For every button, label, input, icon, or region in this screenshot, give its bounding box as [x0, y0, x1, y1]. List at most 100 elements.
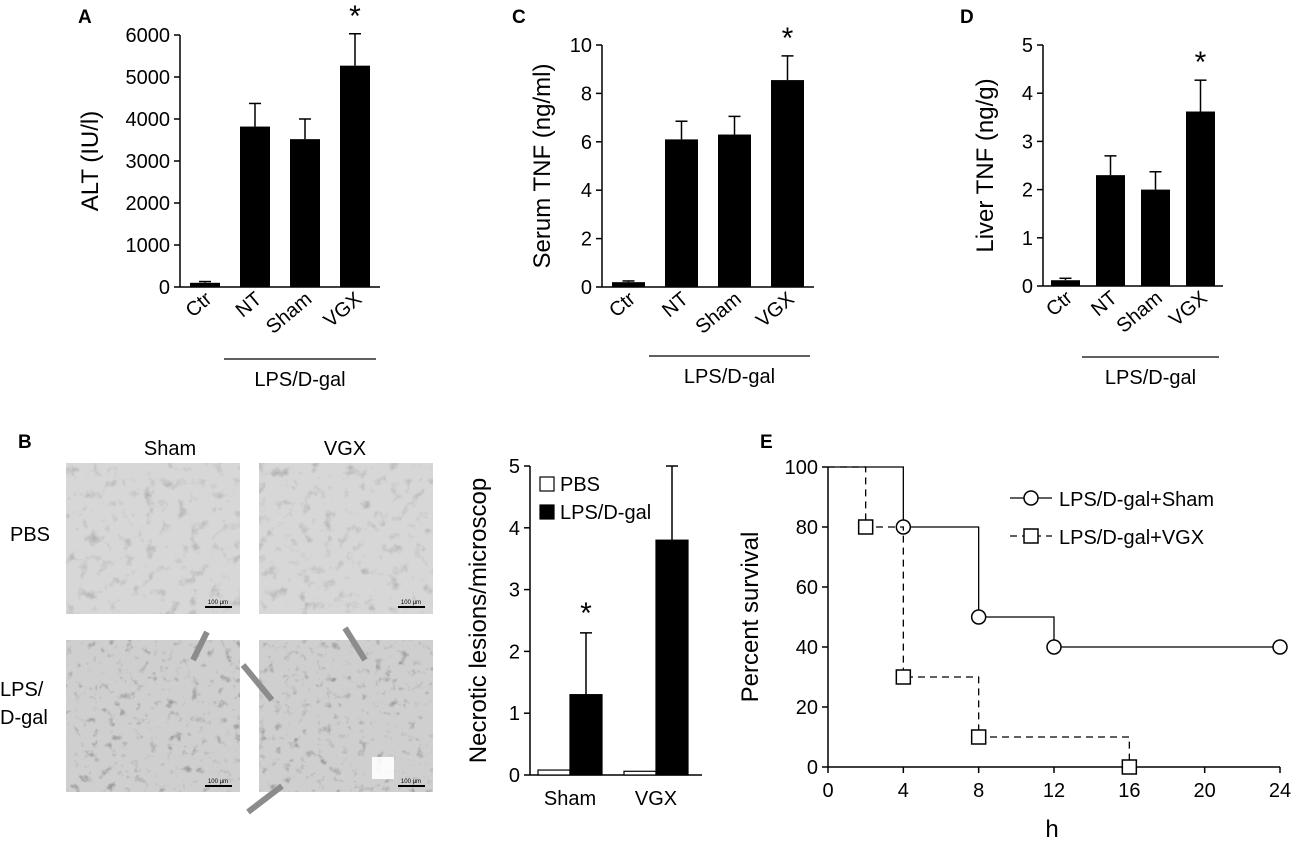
- y-tick-label: 6000: [126, 25, 171, 47]
- legend-label: LPS/D-gal: [560, 502, 651, 524]
- survival-marker: [857, 519, 874, 535]
- micrograph-col-label-vgx: VGX: [324, 438, 366, 460]
- y-axis-label: Serum TNF (ng/ml): [529, 64, 556, 269]
- panel-label-d: D: [960, 7, 974, 28]
- y-tick-label: 60: [796, 577, 818, 599]
- panel-label-e: E: [760, 432, 773, 453]
- legend-label: LPS/D-gal+Sham: [1059, 489, 1214, 511]
- y-axis-label: Liver TNF (ng/g): [972, 78, 999, 252]
- significance-star: *: [349, 0, 361, 33]
- y-tick-label: 10: [570, 35, 592, 57]
- y-tick-label: 5000: [126, 67, 171, 89]
- x-tick-label: VGX: [635, 788, 677, 810]
- bar: [569, 694, 603, 776]
- micrograph-col-label-sham: Sham: [144, 438, 196, 460]
- bar: [655, 539, 689, 776]
- y-tick-label: 5: [1022, 35, 1033, 57]
- bar: [340, 65, 370, 287]
- legend-swatch: [539, 476, 555, 492]
- alt-bar-chart: 0 1000 2000 3000 4000 5000 6000 ALT (IU/l) Ctr NT…: [77, 0, 380, 391]
- x-tick-label: Sham: [544, 788, 596, 810]
- y-tick-label: 6: [581, 132, 592, 154]
- y-tick-label: 4: [581, 180, 592, 202]
- survival-marker: [1272, 639, 1288, 655]
- x-tick-label: VGX: [320, 288, 367, 332]
- y-tick-label: 2000: [126, 193, 171, 215]
- x-tick-label: Sham: [262, 288, 316, 338]
- y-axis-label: Percent survival: [737, 532, 764, 703]
- y-tick-label: 0: [159, 277, 170, 299]
- significance-star: *: [1195, 46, 1207, 79]
- y-tick-label: 4: [1022, 83, 1033, 105]
- scale-bar-label: 100 µm: [208, 600, 228, 606]
- bar: [771, 80, 804, 287]
- bar: [1096, 175, 1125, 286]
- x-tick-label: 4: [898, 780, 909, 802]
- panel-label-c: C: [512, 7, 526, 28]
- y-tick-label: 3: [509, 580, 520, 602]
- bar: [1141, 189, 1170, 286]
- survival-line: [828, 466, 1130, 767]
- bar: [290, 139, 320, 287]
- bar: [665, 139, 698, 287]
- bar: [1051, 280, 1080, 286]
- bar: [190, 282, 220, 287]
- bar: [240, 126, 270, 287]
- x-tick-label: NT: [658, 288, 693, 322]
- x-tick-label: Sham: [1113, 287, 1167, 337]
- necrotic-lesions-bar-chart: 0 1 2 3 4 5 Necrotic lesions/microscop * Sham VGX…: [465, 456, 702, 810]
- significance-star: *: [782, 22, 794, 55]
- micrograph-lps-vgx: [259, 640, 433, 792]
- micrograph-row-label-lps: LPS/ D-gal: [0, 679, 49, 729]
- x-tick-label: Ctr: [605, 288, 640, 322]
- survival-marker: [1121, 759, 1138, 775]
- scale-bar-label: 100 µm: [401, 600, 421, 606]
- survival-marker: [970, 729, 987, 745]
- legend-swatch: [539, 504, 555, 520]
- y-tick-label: 4000: [126, 109, 171, 131]
- group-label: LPS/D-gal: [1105, 367, 1196, 389]
- x-tick-label: VGX: [1165, 287, 1212, 331]
- y-tick-label: 80: [796, 517, 818, 539]
- micrograph-row-label-pbs: PBS: [10, 524, 50, 546]
- y-tick-label: 5: [509, 456, 520, 478]
- y-tick-label: 1: [1022, 228, 1033, 250]
- bar: [718, 134, 751, 287]
- x-tick-label: 8: [973, 780, 984, 802]
- legend-label: LPS/D-gal+VGX: [1059, 527, 1204, 549]
- micrograph-pbs-vgx: [259, 463, 433, 614]
- y-tick-label: 1: [509, 703, 520, 725]
- x-tick-label: VGX: [752, 288, 799, 332]
- y-tick-label: 0: [581, 277, 592, 299]
- x-tick-label: Ctr: [182, 288, 217, 322]
- y-tick-label: 40: [796, 637, 818, 659]
- significance-star: *: [580, 597, 592, 630]
- x-tick-label: NT: [1087, 287, 1122, 321]
- y-tick-label: 8: [581, 83, 592, 105]
- bar: [612, 282, 645, 287]
- x-tick-label: Ctr: [1042, 287, 1077, 321]
- survival-curve-chart: 0 20 40 60 80 100 0 4 8 12 16 20 24 Percent survival h…: [737, 457, 1291, 842]
- y-tick-label: 0: [807, 757, 818, 779]
- y-axis-label: Necrotic lesions/microscop: [465, 478, 492, 763]
- group-label: LPS/D-gal: [684, 366, 775, 388]
- bar: [1186, 111, 1215, 287]
- x-tick-label: NT: [232, 288, 267, 322]
- legend-marker: [1023, 528, 1039, 544]
- x-tick-label: 12: [1043, 780, 1065, 802]
- y-axis-label: ALT (IU/l): [77, 111, 104, 211]
- y-tick-label: 100: [785, 457, 818, 479]
- micrograph-lps-sham: [66, 640, 240, 792]
- survival-marker: [970, 609, 987, 625]
- y-tick-label: 3: [1022, 131, 1033, 153]
- survival-marker: [895, 669, 912, 685]
- y-tick-label: 2: [581, 229, 592, 251]
- y-tick-label: 2: [509, 641, 520, 663]
- scale-bar-label: 100 µm: [401, 779, 421, 785]
- y-tick-label: 4: [509, 518, 520, 540]
- micrograph-vessel: [372, 757, 394, 779]
- micrograph-pbs-sham: [66, 463, 240, 614]
- y-tick-label: 1000: [126, 235, 171, 257]
